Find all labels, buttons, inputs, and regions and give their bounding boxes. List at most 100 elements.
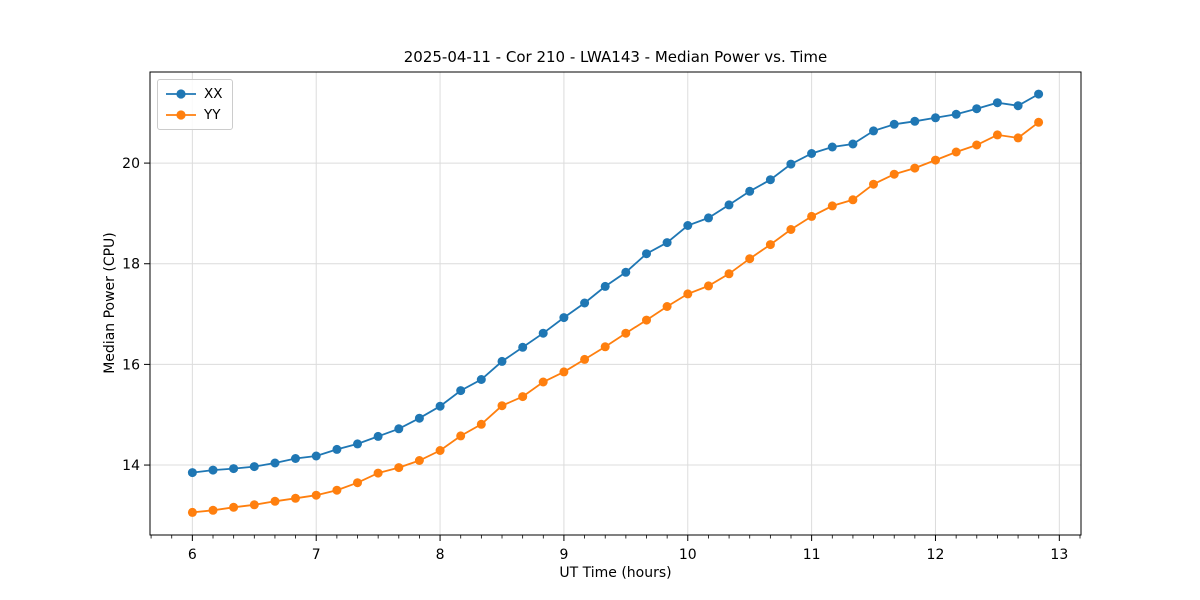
series-XX-marker <box>497 356 507 366</box>
chart-title: 2025-04-11 - Cor 210 - LWA143 - Median P… <box>403 48 828 66</box>
series-YY-marker <box>807 211 817 221</box>
series-YY-marker <box>642 315 651 325</box>
series-XX-marker <box>1013 101 1023 111</box>
series-YY-marker <box>538 377 548 387</box>
series-XX-marker <box>972 104 982 114</box>
series-XX-marker <box>662 238 672 248</box>
series-XX-marker <box>538 328 548 338</box>
series-YY-marker <box>435 446 445 455</box>
series-XX <box>187 89 1044 478</box>
series-XX-marker <box>580 298 590 308</box>
series-YY-marker <box>910 163 920 173</box>
y-tick-label: 14 <box>122 458 140 474</box>
y-tick-label: 16 <box>122 357 140 373</box>
series-YY-marker <box>1013 133 1023 143</box>
series-YY-marker <box>951 147 961 157</box>
series-YY-marker <box>992 130 1002 140</box>
series-XX-line <box>192 93 1040 474</box>
y-tick-label: 20 <box>122 156 140 172</box>
series-XX-marker <box>414 413 424 423</box>
legend-label-xx: XX <box>204 86 223 102</box>
series-XX-marker <box>724 200 734 210</box>
series-YY-marker <box>187 507 197 517</box>
series-XX-marker <box>889 119 899 129</box>
legend-swatch-yy-icon <box>166 110 196 120</box>
grid-lines <box>150 72 1081 535</box>
series-YY-marker <box>353 478 362 488</box>
series-XX-marker <box>869 126 878 136</box>
series-YY-marker <box>745 254 755 264</box>
series-XX-marker <box>827 142 837 152</box>
series-YY-marker <box>704 281 713 291</box>
series-XX-marker <box>476 375 486 384</box>
series-XX-marker <box>951 109 961 119</box>
legend-item-yy: YY <box>165 105 223 125</box>
series-XX-marker <box>931 113 940 123</box>
series-XX-marker <box>600 281 610 291</box>
series-XX-marker <box>683 221 693 230</box>
x-tick-label: 8 <box>436 547 445 563</box>
y-tick-label: 18 <box>122 257 140 273</box>
series-XX-marker <box>559 313 569 323</box>
series-YY-marker <box>229 502 239 512</box>
series-XX-marker <box>435 401 445 411</box>
series-YY-marker <box>270 496 280 506</box>
series-XX-marker <box>704 213 713 223</box>
series-YY-marker <box>662 302 672 311</box>
series-YY-marker <box>456 431 466 441</box>
series-YY-marker <box>827 201 837 211</box>
series-YY-marker <box>311 490 321 500</box>
series-XX-marker <box>229 464 239 474</box>
series-XX-marker <box>786 159 796 169</box>
series-XX-marker <box>745 186 755 196</box>
series-XX-marker <box>456 386 466 396</box>
major-ticks <box>144 162 1060 541</box>
legend-item-xx: XX <box>165 84 223 104</box>
series-YY-marker <box>931 155 940 165</box>
series-XX-marker <box>332 444 342 454</box>
series-XX-marker <box>394 424 404 434</box>
x-axis-label: UT Time (hours) <box>559 565 672 581</box>
series-YY-marker <box>786 225 796 234</box>
series-XX-marker <box>1034 89 1044 99</box>
series-YY-marker <box>291 493 300 503</box>
series-YY-marker <box>765 240 775 250</box>
plot-border <box>149 71 1082 536</box>
series-YY-marker <box>518 392 528 402</box>
series-YY-marker <box>559 367 569 377</box>
x-tick-label: 12 <box>927 547 945 563</box>
series-YY-marker <box>476 419 486 429</box>
series-XX-marker <box>249 462 259 472</box>
series-XX-marker <box>187 468 197 478</box>
series-YY-marker <box>889 169 899 179</box>
series-XX-marker <box>848 139 858 149</box>
series-YY-marker <box>621 328 631 338</box>
series-XX-marker <box>208 465 218 475</box>
series-YY-marker <box>600 342 610 352</box>
series-XX-marker <box>992 98 1002 108</box>
series-XX-marker <box>642 249 651 259</box>
series-YY-marker <box>869 179 878 189</box>
series-YY-marker <box>394 463 404 473</box>
series-XX-marker <box>311 451 321 461</box>
x-tick-label: 7 <box>312 547 321 563</box>
legend: XX YY <box>157 79 233 130</box>
legend-swatch-xx-icon <box>166 89 196 99</box>
series-YY-marker <box>683 289 693 299</box>
x-tick-label: 13 <box>1050 547 1068 563</box>
series-YY-marker <box>580 354 590 364</box>
series-XX-marker <box>353 439 362 449</box>
series-XX-marker <box>518 342 528 352</box>
series-YY-marker <box>414 456 424 465</box>
series-YY-marker <box>208 505 218 515</box>
series-YY-marker <box>724 269 734 279</box>
x-minor-ticks <box>150 535 1081 539</box>
series-XX-marker <box>621 267 631 277</box>
x-tick-label: 10 <box>679 547 697 563</box>
legend-label-yy: YY <box>204 107 221 123</box>
series-YY-marker <box>972 140 982 150</box>
series-XX-marker <box>373 431 383 441</box>
series-XX-marker <box>270 458 280 468</box>
series-YY <box>187 117 1044 517</box>
